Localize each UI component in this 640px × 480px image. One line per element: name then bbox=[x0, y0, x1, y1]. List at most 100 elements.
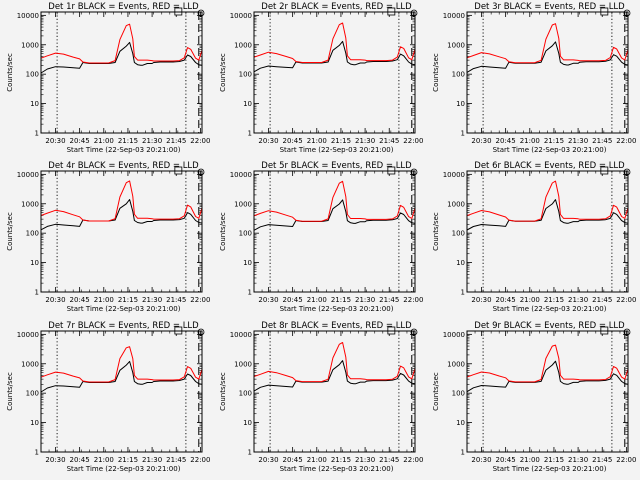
panel-det-1r: Det 1r BLACK = Events, RED = LLD Counts/s… bbox=[6, 2, 210, 154]
x-tick-label: 21:00 bbox=[307, 296, 327, 304]
series-line-events bbox=[466, 360, 629, 393]
series-line-lld bbox=[40, 180, 203, 222]
y-axis-label: Counts/sec bbox=[219, 372, 227, 411]
plot-frame bbox=[466, 330, 629, 453]
x-tick-label: 20:45 bbox=[496, 456, 516, 464]
x-tick-label: 21:30 bbox=[142, 296, 162, 304]
series-line-events bbox=[253, 360, 416, 392]
y-tick-label: 10000 bbox=[443, 171, 465, 179]
y-tick-label: 100 bbox=[452, 230, 465, 238]
x-tick-label: 20:45 bbox=[70, 456, 90, 464]
series-line-lld bbox=[40, 346, 203, 383]
x-tick-label: 21:45 bbox=[166, 137, 186, 145]
x-tick-label: 21:45 bbox=[166, 296, 186, 304]
y-tick-label: 10000 bbox=[230, 171, 252, 179]
y-tick-label: 1000 bbox=[234, 200, 252, 208]
y-tick-label: 100 bbox=[239, 71, 252, 79]
x-tick-label: 20:45 bbox=[496, 137, 516, 145]
x-tick-label: 20:30 bbox=[45, 137, 65, 145]
series-line-lld bbox=[253, 22, 416, 63]
series-line-events bbox=[40, 199, 203, 231]
y-tick-label: 100 bbox=[452, 390, 465, 398]
x-tick-label: 21:15 bbox=[331, 137, 351, 145]
y-tick-label: 100 bbox=[26, 230, 39, 238]
x-tick-label: 22:00 bbox=[403, 137, 423, 145]
panel-title: Det 3r BLACK = Events, RED = LLD bbox=[474, 2, 625, 12]
panel-det-9r: Det 9r BLACK = Events, RED = LLD Counts/s… bbox=[432, 321, 636, 473]
panel-title: Det 9r BLACK = Events, RED = LLD bbox=[474, 321, 625, 331]
x-tick-label: 21:45 bbox=[592, 296, 612, 304]
y-axis-label: Counts/sec bbox=[432, 53, 440, 92]
y-tick-label: 10000 bbox=[17, 171, 39, 179]
x-tick-label: 22:00 bbox=[616, 296, 636, 304]
x-tick-label: 21:15 bbox=[331, 456, 351, 464]
x-tick-label: 21:30 bbox=[355, 296, 375, 304]
x-tick-label: 20:30 bbox=[258, 137, 278, 145]
x-tick-label: 22:00 bbox=[190, 456, 210, 464]
y-tick-label: 1000 bbox=[21, 360, 39, 368]
x-tick-label: 21:15 bbox=[544, 456, 564, 464]
x-tick-label: 21:15 bbox=[331, 296, 351, 304]
x-tick-label: 21:45 bbox=[379, 456, 399, 464]
x-axis-label: Start Time (22-Sep-03 20:21:00) bbox=[67, 146, 181, 154]
panel-title: Det 7r BLACK = Events, RED = LLD bbox=[48, 321, 199, 331]
panel-det-5r: Det 5r BLACK = Events, RED = LLD Counts/s… bbox=[219, 161, 423, 313]
flag-marker bbox=[623, 328, 631, 336]
x-tick-label: 20:30 bbox=[258, 456, 278, 464]
series-line-lld bbox=[253, 180, 416, 222]
panel-title: Det 2r BLACK = Events, RED = LLD bbox=[261, 2, 412, 12]
x-tick-label: 21:45 bbox=[379, 137, 399, 145]
x-tick-label: 20:30 bbox=[45, 456, 65, 464]
y-tick-label: 1 bbox=[35, 130, 39, 138]
y-tick-label: 1 bbox=[461, 289, 465, 297]
series-line-events bbox=[253, 40, 416, 73]
panel-det-8r: Det 8r BLACK = Events, RED = LLD Counts/s… bbox=[219, 321, 423, 473]
y-axis-label: Counts/sec bbox=[6, 372, 14, 411]
x-tick-label: 21:00 bbox=[307, 137, 327, 145]
series-line-events bbox=[40, 360, 203, 393]
series-line-lld bbox=[466, 23, 629, 64]
y-axis-label: Counts/sec bbox=[432, 372, 440, 411]
x-tick-label: 21:45 bbox=[592, 456, 612, 464]
x-tick-label: 20:45 bbox=[283, 296, 303, 304]
flag-marker bbox=[623, 168, 631, 176]
y-tick-label: 1 bbox=[248, 289, 252, 297]
x-tick-label: 21:00 bbox=[520, 296, 540, 304]
y-tick-label: 10 bbox=[30, 100, 39, 108]
x-tick-label: 21:30 bbox=[355, 137, 375, 145]
x-tick-label: 21:30 bbox=[355, 456, 375, 464]
plot-frame bbox=[40, 330, 203, 453]
y-tick-label: 10000 bbox=[230, 12, 252, 20]
x-tick-label: 21:15 bbox=[118, 456, 138, 464]
y-tick-label: 10 bbox=[243, 100, 252, 108]
y-tick-label: 1000 bbox=[234, 360, 252, 368]
x-tick-label: 21:30 bbox=[568, 456, 588, 464]
flag-marker bbox=[410, 168, 418, 176]
panel-det-3r: Det 3r BLACK = Events, RED = LLD Counts/s… bbox=[432, 2, 636, 154]
y-tick-label: 1 bbox=[248, 449, 252, 457]
flag-marker bbox=[197, 168, 205, 176]
panel-det-6r: Det 6r BLACK = Events, RED = LLD Counts/s… bbox=[432, 161, 636, 313]
y-tick-label: 1 bbox=[35, 449, 39, 457]
y-tick-label: 1000 bbox=[447, 200, 465, 208]
x-tick-label: 20:45 bbox=[283, 456, 303, 464]
panel-det-7r: Det 7r BLACK = Events, RED = LLD Counts/s… bbox=[6, 321, 210, 473]
series-line-events bbox=[466, 41, 629, 73]
x-tick-label: 22:00 bbox=[190, 296, 210, 304]
x-tick-label: 21:00 bbox=[520, 137, 540, 145]
x-tick-label: 21:00 bbox=[94, 296, 114, 304]
y-tick-label: 1000 bbox=[234, 41, 252, 49]
x-tick-label: 21:15 bbox=[118, 137, 138, 145]
y-tick-label: 10 bbox=[456, 100, 465, 108]
y-tick-label: 1000 bbox=[21, 200, 39, 208]
y-tick-label: 1 bbox=[461, 449, 465, 457]
series-line-lld bbox=[253, 342, 416, 383]
x-tick-label: 22:00 bbox=[616, 137, 636, 145]
y-tick-label: 10 bbox=[243, 419, 252, 427]
x-axis-label: Start Time (22-Sep-03 20:21:00) bbox=[493, 305, 607, 313]
x-tick-label: 20:30 bbox=[471, 137, 491, 145]
y-tick-label: 1000 bbox=[447, 360, 465, 368]
panel-title: Det 5r BLACK = Events, RED = LLD bbox=[261, 161, 412, 171]
x-tick-label: 20:30 bbox=[45, 296, 65, 304]
